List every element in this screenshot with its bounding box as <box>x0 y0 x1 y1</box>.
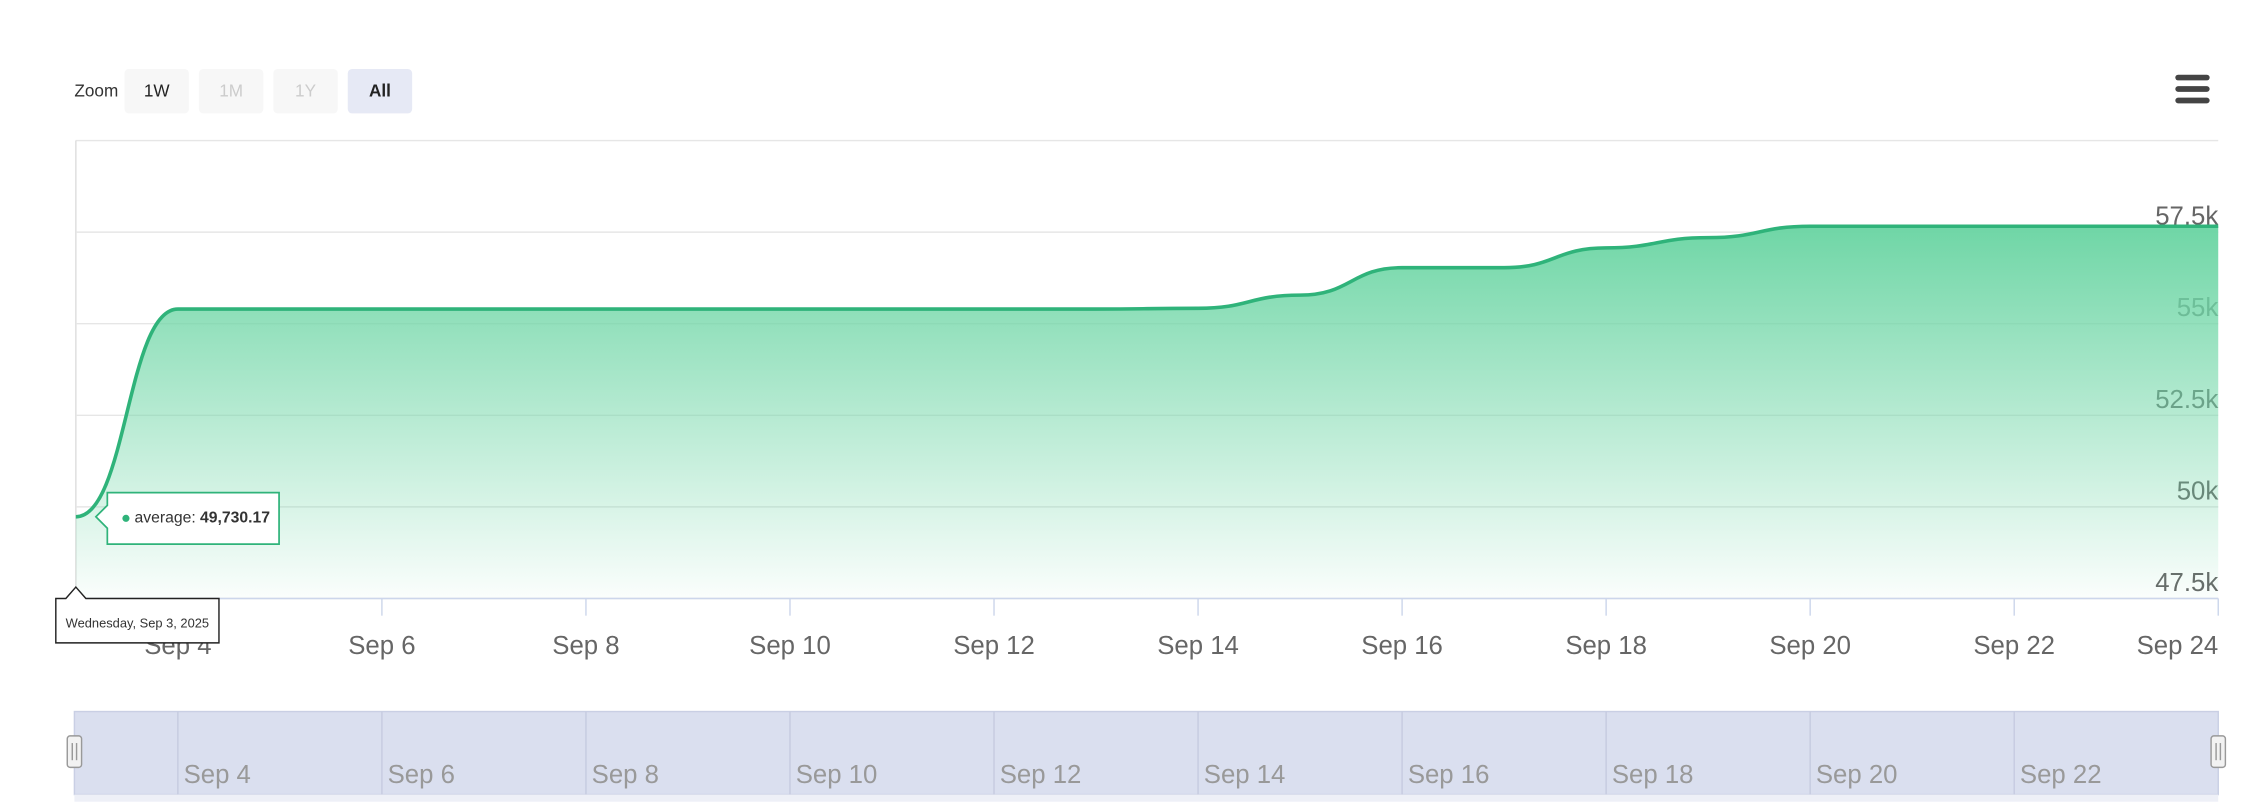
zoom-button-bg <box>347 68 413 114</box>
x-tick-label: Sep 14 <box>1157 632 1239 660</box>
zoom-label: Zoom <box>74 80 118 100</box>
navigator-label: Sep 8 <box>592 761 659 789</box>
navigator-handle[interactable] <box>66 735 83 769</box>
area <box>75 226 2219 599</box>
navigator-label: Sep 16 <box>1408 761 1490 789</box>
x-tick-label: Sep 8 <box>552 632 619 660</box>
date-label: Wednesday, Sep 3, 2025 <box>66 616 209 631</box>
line <box>75 224 2219 519</box>
zoom-button-bg <box>273 68 338 114</box>
tooltip-box <box>94 491 280 545</box>
menu-bar <box>2175 86 2210 92</box>
handle-body <box>66 735 83 769</box>
navigator-label: Sep 12 <box>1000 761 1082 789</box>
zoom-button-bg <box>124 68 189 114</box>
menu-bar <box>2175 97 2210 104</box>
tooltip-marker <box>122 514 130 522</box>
navigator-label: Sep 14 <box>1204 761 1286 789</box>
navigator-label: Sep 22 <box>2020 761 2102 789</box>
navigator-bottom <box>74 794 2219 802</box>
menu-button[interactable] <box>2172 71 2213 110</box>
navigator-label: Sep 6 <box>388 761 455 789</box>
x-tick-label: Sep 20 <box>1769 632 1851 660</box>
navigator-label: Sep 20 <box>1816 761 1898 789</box>
tooltip-value: 49,730.17 <box>200 510 270 527</box>
zoom-button-bg <box>198 68 264 114</box>
x-tick-label: Sep 10 <box>749 632 831 660</box>
x-tick-label: Sep 18 <box>1565 632 1647 660</box>
zoom-button-label: 1Y <box>295 80 317 100</box>
zoom-button[interactable]: All <box>347 68 413 114</box>
navigator-label: Sep 4 <box>184 761 251 789</box>
navigator-handle[interactable] <box>2210 735 2227 769</box>
zoom-button[interactable]: 1W <box>124 68 189 114</box>
tooltip-label: average: <box>135 510 196 527</box>
date-label-box <box>55 585 220 644</box>
x-tick-label: Sep 16 <box>1361 632 1443 660</box>
navigator-label: Sep 10 <box>796 761 878 789</box>
zoom-button-label: All <box>369 80 391 100</box>
x-tick-label: Sep 24 <box>2137 632 2219 660</box>
navigator-band <box>73 710 2219 796</box>
zoom-button-label: 1W <box>144 80 171 100</box>
zoom-button-label: 1M <box>219 80 243 100</box>
zoom-button: 1Y <box>273 68 338 114</box>
menu-bar <box>2175 74 2210 81</box>
x-tick-label: Sep 6 <box>348 632 415 660</box>
x-tick-label: Sep 12 <box>953 632 1035 660</box>
tooltip-text: average: 49,730.17 <box>135 510 271 527</box>
x-tick-label: Sep 22 <box>1973 632 2055 660</box>
handle-body <box>2210 735 2227 769</box>
navigator-label: Sep 18 <box>1612 761 1694 789</box>
zoom-button: 1M <box>198 68 264 114</box>
